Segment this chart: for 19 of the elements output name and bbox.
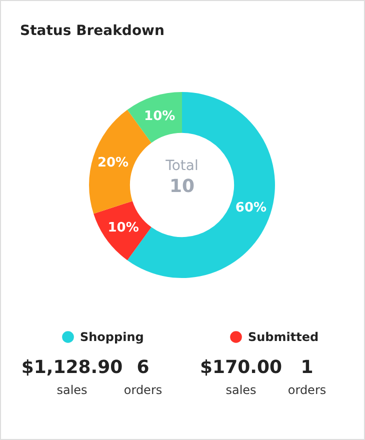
text: orders: [288, 383, 326, 397]
data-label: 20%: [97, 156, 129, 171]
donut-slice: [127, 92, 182, 143]
text: $1,128.90: [21, 357, 123, 378]
legend-label: Shopping: [80, 330, 144, 344]
data-label: 60%: [235, 200, 267, 216]
text: sales: [226, 383, 256, 397]
text: sales: [56, 383, 88, 397]
donut-slice: [94, 201, 152, 260]
text: 1: [300, 357, 314, 378]
text: 6: [136, 357, 150, 378]
data-label: 10%: [108, 220, 139, 236]
text: Total: [164, 158, 198, 174]
text: 10: [169, 176, 195, 197]
chart-title: Status Breakdown: [20, 23, 164, 39]
data-label: 10%: [144, 109, 176, 124]
text: $170.00: [200, 357, 282, 378]
text: orders: [124, 383, 162, 397]
legend-label: Submitted: [248, 330, 319, 344]
